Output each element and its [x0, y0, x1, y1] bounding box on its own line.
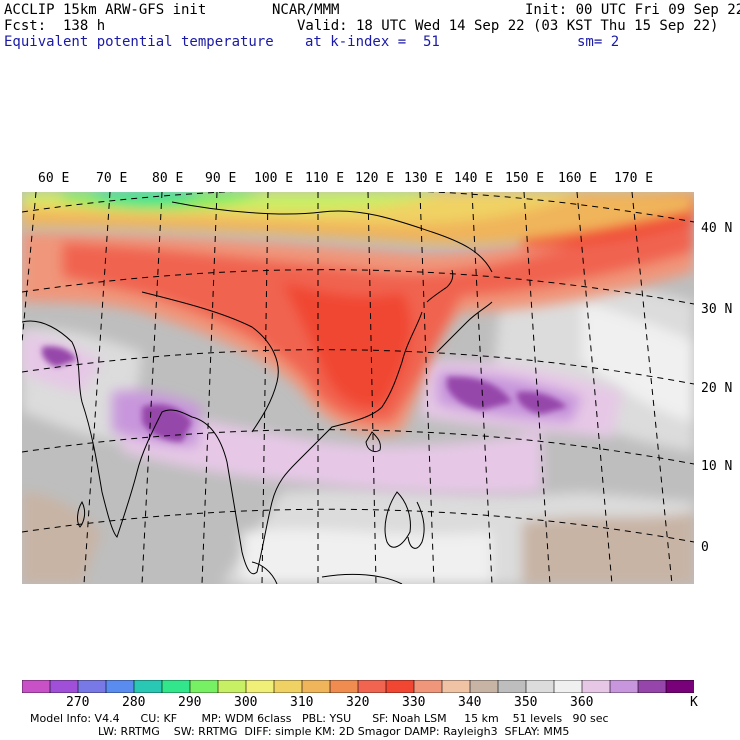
colorbar-tick-label: 310 — [290, 695, 314, 710]
smooth-label: sm= 2 — [577, 34, 620, 50]
colorbar-swatch — [609, 680, 639, 693]
lon-label: 170 E — [614, 171, 654, 186]
colorbar-swatch — [413, 680, 443, 693]
colorbar-swatch — [581, 680, 611, 693]
colorbar-tick-label: 360 — [570, 695, 594, 710]
theta-e-map — [22, 192, 694, 584]
lon-label: 60 E — [38, 171, 70, 186]
colorbar-swatch — [273, 680, 303, 693]
colorbar-tick-label: 320 — [346, 695, 370, 710]
colorbar-swatch — [553, 680, 583, 693]
lat-lon-grid — [22, 192, 694, 584]
colorbar-swatch — [22, 680, 51, 693]
lon-label: 150 E — [505, 171, 545, 186]
lon-label: 90 E — [205, 171, 237, 186]
colorbar-swatch — [189, 680, 219, 693]
lon-label: 80 E — [152, 171, 184, 186]
field-name: Equivalent potential temperature — [4, 34, 274, 50]
colorbar-swatch — [665, 680, 694, 693]
lon-label: 110 E — [305, 171, 345, 186]
lon-label: 70 E — [96, 171, 128, 186]
lon-label: 160 E — [558, 171, 598, 186]
colorbar-swatch — [469, 680, 499, 693]
shaded-field — [22, 192, 694, 584]
colorbar-tick-label: 330 — [402, 695, 426, 710]
colorbar-swatch — [77, 680, 107, 693]
colorbar-swatch — [49, 680, 79, 693]
colorbar-tick-label: 270 — [66, 695, 90, 710]
colorbar-tick-label: 350 — [514, 695, 538, 710]
model-title: ACCLIP 15km ARW-GFS init — [4, 2, 207, 18]
colorbar-tick-label: 300 — [234, 695, 258, 710]
colorbar-swatch — [217, 680, 247, 693]
lon-label: 100 E — [254, 171, 294, 186]
model-info-line2: LW: RRTMG SW: RRTMG DIFF: simple KM: 2D … — [98, 725, 570, 738]
lon-label: 120 E — [355, 171, 395, 186]
lon-label: 140 E — [454, 171, 494, 186]
colorbar-swatch — [357, 680, 387, 693]
valid-time: Valid: 18 UTC Wed 14 Sep 22 (03 KST Thu … — [297, 18, 719, 34]
coastlines — [22, 201, 493, 584]
lat-label: 30 N — [701, 302, 733, 317]
org-label: NCAR/MMM — [272, 2, 340, 18]
lon-label: 130 E — [404, 171, 444, 186]
lat-label: 0 — [701, 540, 709, 555]
colorbar-swatch — [385, 680, 415, 693]
colorbar-swatch — [497, 680, 527, 693]
lat-label: 10 N — [701, 459, 733, 474]
init-time: Init: 00 UTC Fri 09 Sep 22 — [525, 2, 740, 18]
colorbar-swatch — [105, 680, 135, 693]
colorbar-swatch — [301, 680, 331, 693]
colorbar-unit: K — [690, 695, 698, 710]
colorbar-swatch — [441, 680, 471, 693]
colorbar-swatch — [245, 680, 275, 693]
colorbar-tick-label: 280 — [122, 695, 146, 710]
colorbar-tick-label: 290 — [178, 695, 202, 710]
colorbar-swatch — [133, 680, 163, 693]
colorbar-tick-label: 340 — [458, 695, 482, 710]
colorbar-swatch — [161, 680, 191, 693]
colorbar-swatch — [525, 680, 555, 693]
lat-label: 20 N — [701, 381, 733, 396]
level-label: at k-index = 51 — [305, 34, 440, 50]
colorbar — [22, 680, 694, 693]
colorbar-swatch — [329, 680, 359, 693]
colorbar-swatch — [637, 680, 667, 693]
model-info-line1: Model Info: V4.4 CU: KF MP: WDM 6class P… — [30, 712, 609, 725]
forecast-hour: Fcst: 138 h — [4, 18, 106, 34]
lat-label: 40 N — [701, 221, 733, 236]
